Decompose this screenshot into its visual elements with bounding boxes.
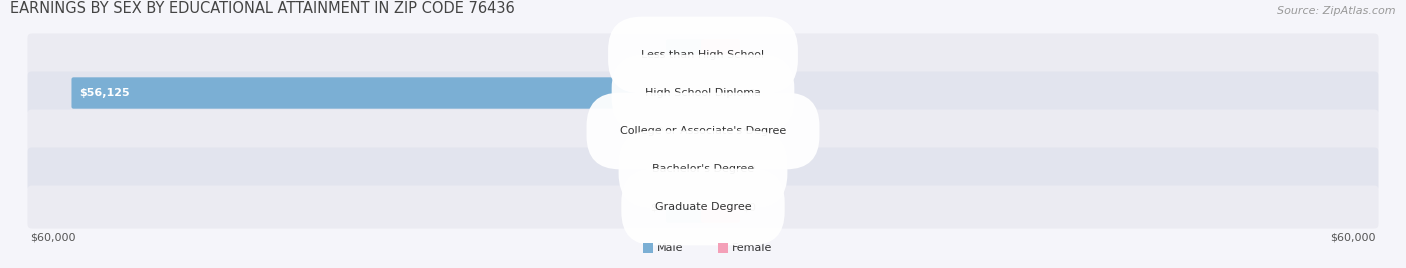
FancyBboxPatch shape (28, 110, 1378, 152)
Text: EARNINGS BY SEX BY EDUCATIONAL ATTAINMENT IN ZIP CODE 76436: EARNINGS BY SEX BY EDUCATIONAL ATTAINMEN… (10, 1, 515, 16)
FancyBboxPatch shape (72, 77, 704, 109)
Text: $0: $0 (650, 202, 664, 212)
Text: High School Diploma: High School Diploma (645, 88, 761, 98)
FancyBboxPatch shape (702, 39, 740, 71)
Text: $0: $0 (742, 50, 756, 60)
FancyBboxPatch shape (28, 34, 1378, 76)
Text: College or Associate's Degree: College or Associate's Degree (620, 126, 786, 136)
Text: $0: $0 (650, 126, 664, 136)
FancyBboxPatch shape (666, 153, 704, 185)
Text: Female: Female (733, 243, 772, 253)
Text: $0: $0 (742, 202, 756, 212)
Text: Source: ZipAtlas.com: Source: ZipAtlas.com (1278, 6, 1396, 16)
Text: Male: Male (657, 243, 683, 253)
FancyBboxPatch shape (28, 147, 1378, 191)
Text: Less than High School: Less than High School (641, 50, 765, 60)
FancyBboxPatch shape (702, 77, 740, 109)
Text: Bachelor's Degree: Bachelor's Degree (652, 164, 754, 174)
Text: $0: $0 (742, 164, 756, 174)
Text: $0: $0 (742, 126, 756, 136)
FancyBboxPatch shape (28, 185, 1378, 229)
Text: $0: $0 (650, 50, 664, 60)
Text: $60,000: $60,000 (30, 233, 76, 243)
FancyBboxPatch shape (28, 72, 1378, 114)
Text: $0: $0 (742, 88, 756, 98)
Text: Graduate Degree: Graduate Degree (655, 202, 751, 212)
FancyBboxPatch shape (702, 191, 740, 223)
Text: $0: $0 (650, 164, 664, 174)
FancyBboxPatch shape (702, 153, 740, 185)
Text: $56,125: $56,125 (80, 88, 131, 98)
FancyBboxPatch shape (643, 243, 652, 253)
FancyBboxPatch shape (718, 243, 728, 253)
FancyBboxPatch shape (666, 39, 704, 71)
FancyBboxPatch shape (666, 115, 704, 147)
Text: $60,000: $60,000 (1330, 233, 1376, 243)
FancyBboxPatch shape (702, 115, 740, 147)
FancyBboxPatch shape (666, 191, 704, 223)
